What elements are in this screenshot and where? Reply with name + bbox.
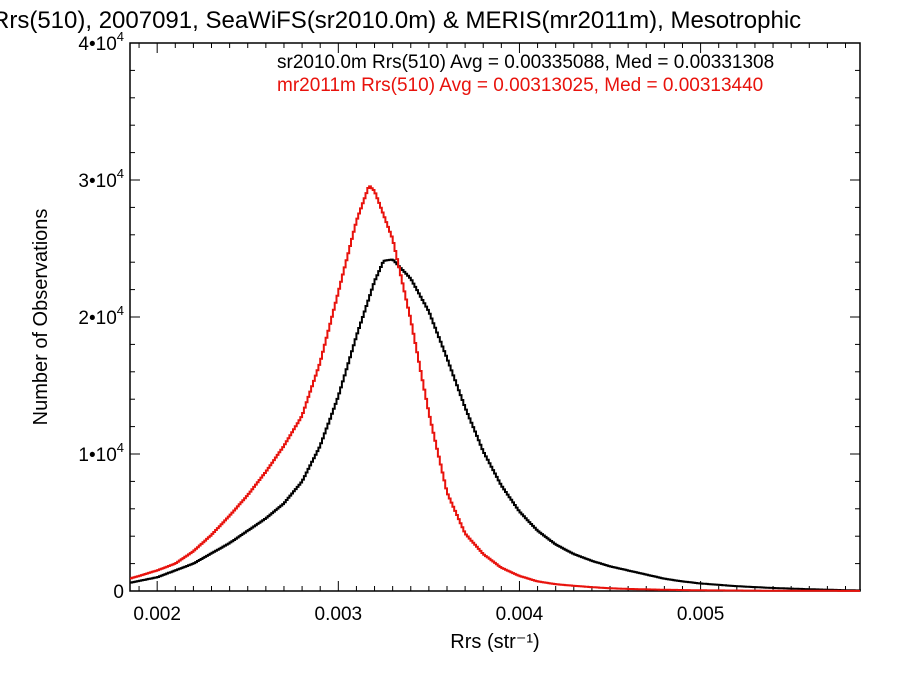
legend: sr2010.0m Rrs(510) Avg = 0.00335088, Med… — [277, 52, 774, 96]
y-tick-exponent: 4 — [117, 440, 124, 455]
y-tick-exponent: 4 — [117, 29, 124, 44]
y-tick-label: 0 — [113, 582, 124, 603]
series-1-histogram-line — [130, 185, 860, 592]
x-tick-label: 0.004 — [496, 604, 544, 625]
y-tick-base: 1•10 — [78, 445, 116, 466]
x-axis-label: Rrs (str⁻¹) — [450, 631, 539, 653]
legend-entry-1: mr2011m Rrs(510) Avg = 0.00313025, Med =… — [277, 75, 763, 96]
y-tick-label: 4•104 — [78, 29, 124, 55]
y-tick-exponent: 4 — [117, 166, 124, 181]
y-tick-label: 3•104 — [78, 166, 124, 192]
x-tick-label: 0.002 — [133, 604, 181, 625]
y-tick-base: 0 — [113, 582, 124, 603]
series-0-histogram-line — [130, 258, 861, 592]
x-tick-label: 0.005 — [677, 604, 725, 625]
y-axis-label: Number of Observations — [30, 209, 52, 426]
plot-frame — [129, 42, 861, 592]
y-tick-base: 4•10 — [78, 34, 116, 55]
y-tick-base: 2•10 — [78, 308, 116, 329]
y-tick-label: 1•104 — [78, 440, 124, 466]
axis-ticks: 0.002 0.003 0.004 0.00501•1042•1043•1044•10… — [78, 29, 860, 625]
y-tick-label: 2•104 — [78, 303, 124, 329]
chart-title: Rrs(510), 2007091, SeaWiFS(sr2010.0m) & … — [0, 7, 801, 34]
legend-entry-0: sr2010.0m Rrs(510) Avg = 0.00335088, Med… — [277, 52, 774, 73]
y-tick-base: 3•10 — [78, 171, 116, 192]
x-tick-label: 0.003 — [315, 604, 363, 625]
y-tick-exponent: 4 — [117, 303, 124, 318]
series-layer — [130, 185, 861, 592]
